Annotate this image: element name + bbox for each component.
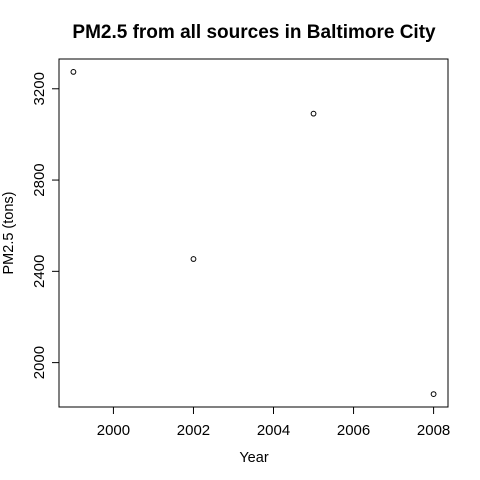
x-axis: 2000 2002 2004 2006 2008: [97, 407, 450, 439]
x-tick-label: 2002: [177, 422, 210, 439]
x-tick-label: 2000: [97, 422, 130, 439]
plot-area-frame: [58, 58, 449, 408]
data-point: [190, 256, 197, 262]
x-tick-label: 2006: [337, 422, 370, 439]
chart-title: PM2.5 from all sources in Baltimore City: [72, 22, 436, 43]
y-tick-label: 2000: [31, 346, 48, 379]
data-point: [70, 68, 77, 75]
x-tick-label: 2008: [417, 422, 450, 439]
y-tick-label: 2400: [31, 255, 48, 288]
data-point: [430, 391, 437, 398]
y-axis-label: PM2.5 (tons): [1, 192, 17, 275]
data-points: [70, 68, 437, 398]
data-point: [310, 110, 317, 117]
y-tick-label: 3200: [31, 72, 48, 105]
y-tick-label: 2800: [31, 163, 48, 196]
x-axis-label: Year: [239, 450, 268, 466]
y-axis: 2000 2400 2800 3200: [31, 72, 59, 379]
x-tick-label: 2004: [257, 422, 290, 439]
